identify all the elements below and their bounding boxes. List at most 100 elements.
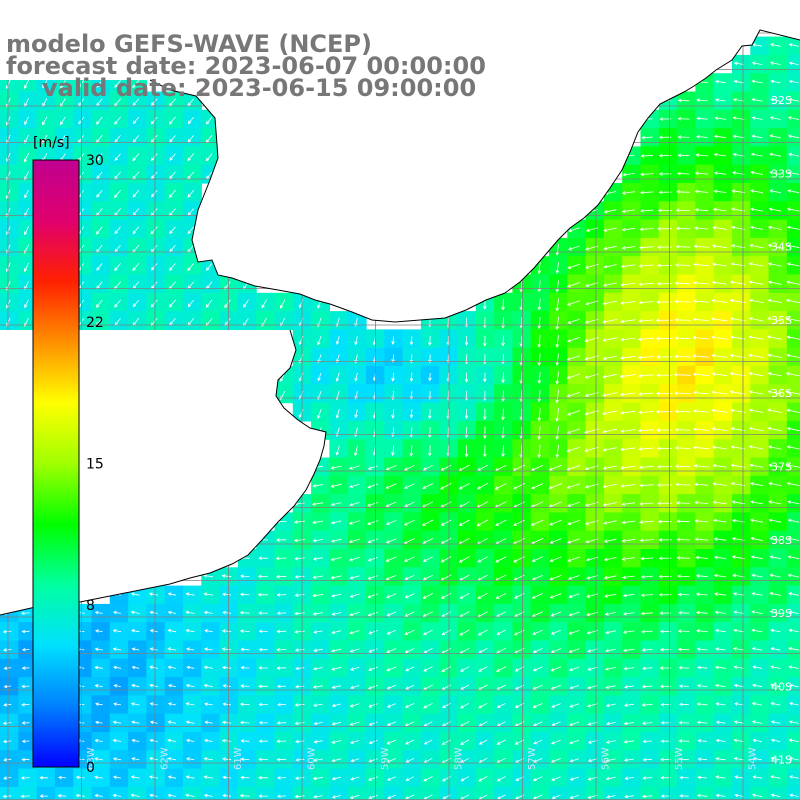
wind-arrow [483,372,487,383]
wind-arrow [696,116,708,121]
wind-arrow [789,775,799,779]
wind-arrow [385,574,397,581]
wind-arrow [677,647,690,652]
wind-arrow [602,373,618,379]
wind-arrow [312,538,323,543]
wind-cell [91,237,111,257]
wind-arrow [41,116,48,126]
wind-arrow [750,500,763,505]
wind-arrow [555,389,560,404]
wind-arrow [405,758,415,763]
wind-arrow [94,793,103,798]
wind-arrow [551,721,561,726]
wind-cell [475,475,495,495]
wind-arrow [638,282,654,287]
wind-arrow [312,593,324,598]
wind-arrow [696,793,708,798]
wind-arrow [367,575,379,580]
wind-arrow [770,720,781,724]
wind-arrow [440,519,452,526]
wind-arrow [678,665,690,670]
wind-arrow [293,538,305,543]
wind-arrow [385,556,397,562]
wind-arrow [385,465,397,471]
wind-arrow [477,556,488,563]
wind-arrow [732,592,745,596]
wind-arrow [24,171,29,181]
wind-cell [146,219,166,239]
wind-arrow [770,647,781,651]
wind-arrow [21,666,30,670]
wind-arrow [24,116,29,126]
wind-arrow [602,483,618,489]
wind-arrow [769,116,781,120]
wind-arrow [387,794,396,800]
wind-arrow [149,610,158,615]
latitude-label: 33S [771,167,792,180]
wind-cell [475,695,495,715]
wind-arrow [168,189,176,198]
wind-cell [420,750,440,770]
wind-arrow [114,189,122,198]
wind-arrow [131,757,140,761]
wind-arrow [748,408,764,413]
wind-arrow [187,116,195,125]
wind-arrow [749,298,764,304]
wind-arrow [566,428,581,434]
wind-arrow [458,556,470,563]
wind-arrow [94,647,103,652]
wind-arrow [555,262,560,274]
wind-arrow [567,263,580,269]
wind-cell [183,786,202,800]
wind-arrow [354,409,358,419]
wind-arrow [459,593,470,599]
wind-arrow [769,537,781,541]
wind-cell [786,512,800,532]
wind-arrow [567,410,581,416]
wind-arrow [567,282,581,288]
wind-arrow [367,483,379,489]
wind-arrow [638,392,654,396]
wind-arrow [483,408,487,421]
wind-arrow [258,647,268,652]
wind-arrow [258,721,268,725]
wind-cell [274,292,294,312]
wind-cell [475,530,495,550]
wind-arrow [637,337,655,341]
wind-arrow [786,317,800,322]
wind-cell [512,530,532,550]
wind-cell [786,530,800,550]
wind-arrow [94,702,103,706]
wind-arrow [349,630,360,635]
wind-arrow [675,208,691,212]
wind-arrow [733,61,744,66]
wind-arrow [623,685,635,689]
wind-arrow [185,757,195,761]
wind-cell [146,109,166,129]
wind-arrow [751,793,763,798]
wind-cell [91,786,111,800]
wind-arrow [569,776,579,781]
wind-arrow [519,444,523,459]
wind-arrow [501,335,505,347]
wind-cell [567,237,587,257]
wind-arrow [421,519,434,526]
wind-arrow [605,685,616,689]
wind-arrow [715,793,726,798]
wind-arrow [555,444,560,459]
wind-arrow [354,372,358,382]
wind-arrow [676,556,690,560]
wind-arrow [677,629,690,633]
wind-arrow [732,98,745,102]
wind-arrow [221,629,232,633]
wind-arrow [349,502,360,507]
latitude-label: 36S [771,387,792,400]
wind-arrow [620,465,636,470]
wind-cell [402,512,422,532]
wind-arrow [638,465,654,469]
wind-arrow [428,427,432,439]
wind-arrow [696,720,708,725]
wind-arrow [150,116,158,125]
wind-arrow [222,775,232,780]
wind-arrow [567,575,580,580]
